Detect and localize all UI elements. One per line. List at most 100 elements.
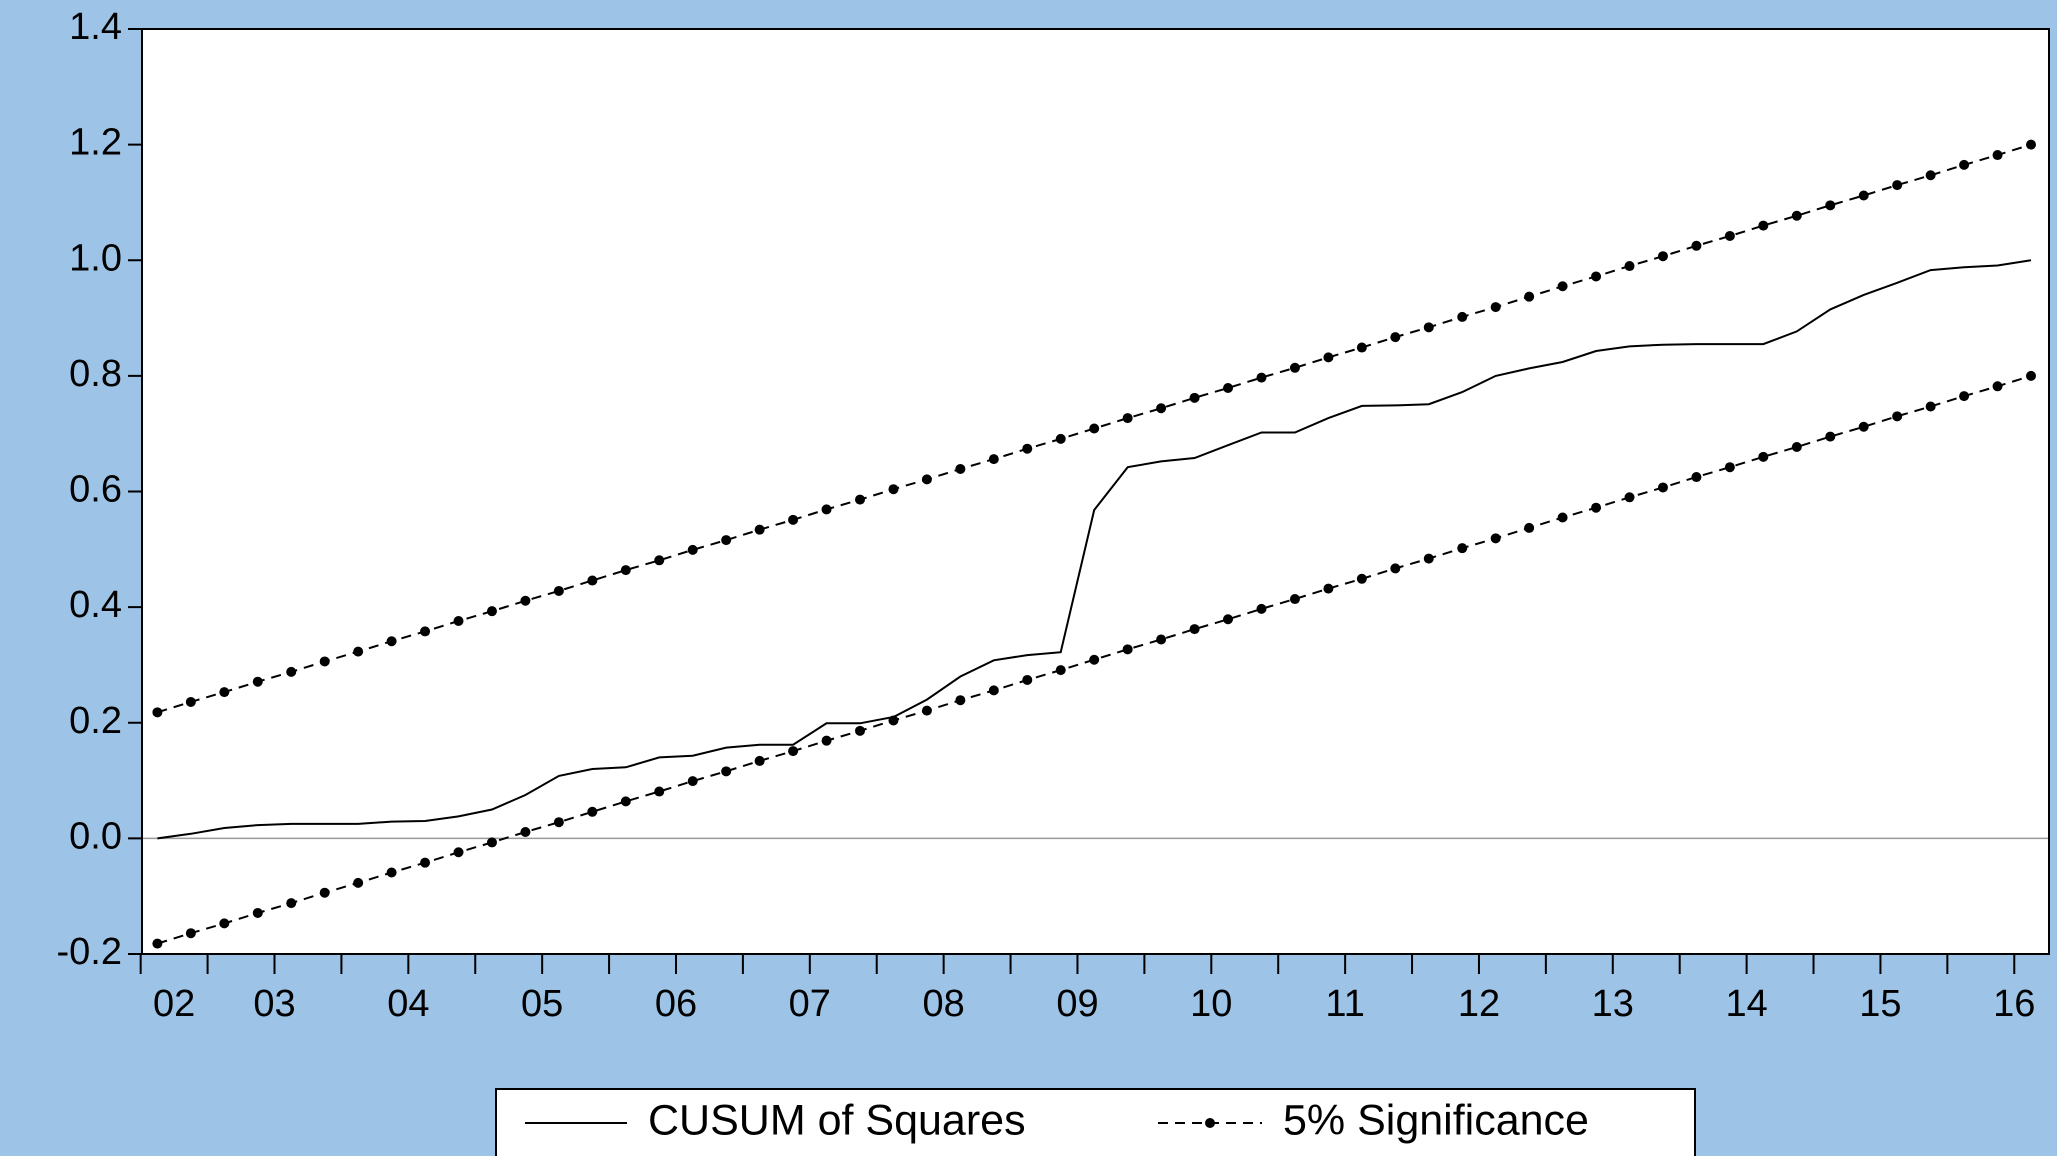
series-line-lower-dot	[1289, 594, 1300, 605]
series-line-dot	[1289, 362, 1300, 373]
x-tick-label: 14	[1725, 983, 1767, 1025]
series-line-dot	[587, 575, 598, 586]
series-line-lower-dot	[1657, 482, 1668, 493]
series-line-dot	[888, 484, 899, 495]
series-line-lower-dot	[1223, 614, 1234, 625]
series-line-lower-dot	[420, 857, 431, 868]
series-line-dot	[1858, 190, 1869, 201]
x-tick-label: 03	[253, 983, 295, 1025]
series-line-lower-dot	[1524, 522, 1535, 533]
series-line-lower-dot	[654, 786, 665, 797]
series-line-dot	[553, 585, 564, 596]
series-line-dot	[1825, 200, 1836, 211]
x-tick-label: 08	[923, 983, 965, 1025]
x-tick-label: 11	[1325, 983, 1364, 1025]
x-tick-label: 12	[1458, 983, 1500, 1025]
series-line-dot	[721, 535, 732, 546]
y-tick-label: 1.0	[69, 237, 122, 279]
series-line-dot	[319, 656, 330, 667]
series-line-dot	[1022, 443, 1033, 454]
series-line-dot	[1256, 372, 1267, 383]
series-line-lower-dot	[553, 817, 564, 828]
series-line-dot	[152, 707, 163, 718]
series-line-lower-dot	[1256, 603, 1267, 614]
x-tick-label: 02	[153, 983, 195, 1025]
legend-swatch-dot	[1205, 1118, 1215, 1128]
series-line-dot	[386, 636, 397, 647]
series-line-dot	[1724, 230, 1735, 241]
series-line-lower-dot	[721, 766, 732, 777]
plot-frame	[141, 28, 2050, 955]
series-line-dot	[1925, 170, 1936, 181]
series-line-dot	[855, 494, 865, 505]
series-line-dot	[1892, 180, 1903, 191]
series-line-dot	[1591, 271, 1602, 282]
series-line-lower-dot	[1490, 533, 1501, 544]
x-tick-label: 09	[1056, 983, 1098, 1025]
series-line-lower-dot	[319, 887, 330, 898]
series-line-lower-dot	[1724, 462, 1735, 473]
series-line-lower-dot	[1892, 411, 1903, 422]
series-line-lower-dot	[821, 735, 832, 746]
series-line-lower-dot	[1959, 391, 1970, 402]
x-tick-label: 16	[1993, 983, 2035, 1025]
series-line-dot	[1156, 403, 1167, 414]
series-line-lower-dot	[1323, 583, 1334, 594]
y-tick-label: 0.8	[69, 353, 122, 395]
series-line-lower-dot	[185, 928, 196, 939]
series-line-lower-dot	[520, 827, 531, 838]
series-line-dot	[1992, 150, 2003, 161]
series-line-dot	[185, 696, 196, 707]
series-line-dot	[654, 555, 665, 566]
series-line-dot	[453, 616, 464, 626]
series-line-lower-dot	[1423, 553, 1434, 564]
y-tick-label: -0.2	[57, 931, 122, 973]
series-line-lower-dot	[1390, 563, 1401, 574]
series-line-lower-dot	[286, 898, 297, 909]
series-line	[157, 259, 2032, 840]
y-tick-label: 1.4	[69, 6, 122, 48]
plot-area	[142, 29, 2049, 954]
series-line-dot	[1089, 423, 1100, 434]
legend-label: CUSUM of Squares	[648, 1096, 1026, 1144]
y-tick-label: 0.2	[69, 700, 122, 742]
series-line-lower-dot	[1122, 644, 1133, 655]
series-line-lower-dot	[252, 907, 263, 918]
series-line-lower-dot	[1825, 431, 1836, 442]
x-tick-label: 13	[1592, 983, 1634, 1025]
series-line-lower-dot	[1089, 654, 1100, 665]
series-line-lower-dot	[855, 725, 865, 736]
series-line-lower-dot	[587, 806, 598, 817]
series-line-lower-dot	[1691, 472, 1702, 483]
series-line-lower-dot	[620, 796, 631, 807]
series-line-lower-dot	[152, 938, 163, 949]
series-line-dot	[821, 504, 832, 515]
series-line-lower-dot	[1992, 381, 2003, 392]
series-line-lower-dot	[1156, 634, 1167, 645]
series-line-dot	[1055, 433, 1066, 444]
legend-label: 5% Significance	[1283, 1096, 1589, 1144]
series-line-dot	[1524, 291, 1535, 302]
series-line-dot	[486, 606, 497, 617]
series-line-dot	[754, 524, 765, 535]
x-tick-label: 06	[655, 983, 697, 1025]
series-line-lower-dot	[1758, 451, 1769, 462]
series-line-dot	[1557, 281, 1568, 292]
series-line-dot	[1758, 220, 1769, 231]
series-line-dot	[1490, 302, 1501, 313]
series-line-dot	[955, 463, 966, 474]
y-tick-label: 0.0	[69, 815, 122, 857]
series-line-dot	[988, 454, 999, 465]
series-line-lower-dot	[955, 695, 966, 706]
series-line-dot	[1657, 251, 1668, 262]
series-line-lower-dot	[1858, 421, 1869, 432]
x-tick-label: 07	[789, 983, 831, 1025]
series-line-dot	[1122, 413, 1133, 424]
series-line-dot	[219, 687, 230, 698]
series-line-lower-dot	[921, 705, 932, 716]
series-line-dot	[687, 544, 698, 555]
series-line-dot	[520, 595, 531, 606]
series-line-dot	[252, 676, 263, 687]
series-line-dot	[286, 666, 297, 677]
